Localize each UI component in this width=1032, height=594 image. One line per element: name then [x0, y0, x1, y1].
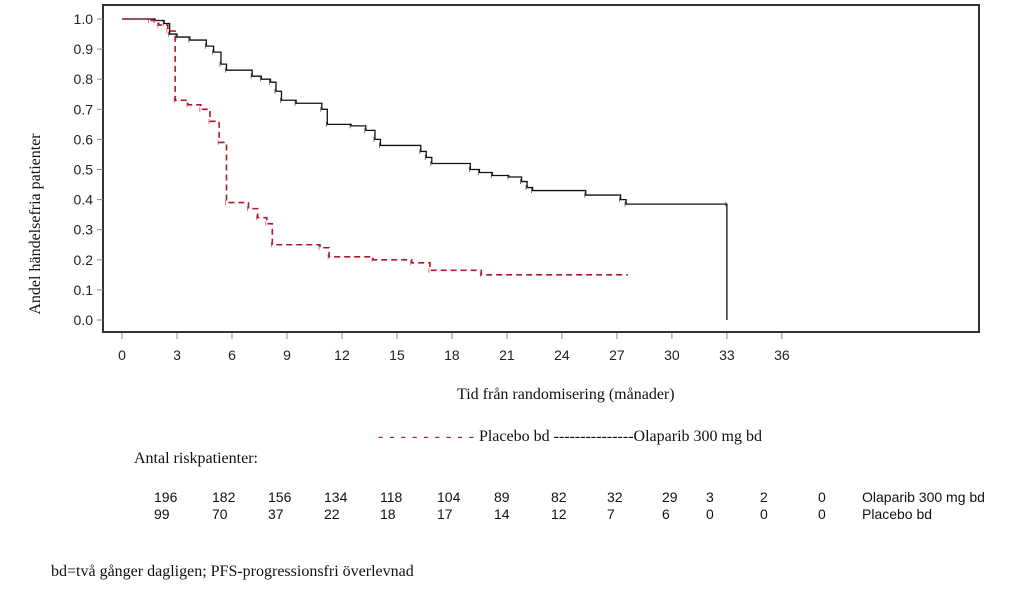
risk-row-label: Olaparib 300 mg bd: [862, 489, 985, 505]
risk-count: 22: [324, 506, 340, 522]
x-tick-label: 27: [609, 347, 625, 363]
risk-count: 17: [437, 506, 453, 522]
risk-count: 70: [212, 506, 228, 522]
risk-count: 134: [324, 489, 348, 505]
risk-count: 118: [380, 489, 403, 505]
x-tick-label: 33: [719, 347, 735, 363]
risk-count: 7: [607, 506, 615, 522]
risk-count: 0: [760, 506, 768, 522]
risk-count: 2: [760, 489, 768, 505]
olaparib-curve: [122, 18, 728, 320]
x-tick-label: 24: [554, 347, 570, 363]
footnote: bd=två gånger dagligen; PFS-progressions…: [51, 563, 414, 580]
legend-placebo-marker: - - - - - - - - -: [378, 428, 475, 445]
risk-count: 6: [662, 506, 670, 522]
risk-count: 18: [380, 506, 396, 522]
x-tick-label: 12: [334, 347, 350, 363]
x-axis-label: Tid från randomisering (månader): [457, 386, 675, 403]
y-tick-label: 0.6: [74, 131, 94, 147]
legend-olaparib-label: Olaparib 300 mg bd: [633, 428, 762, 445]
legend-olaparib-marker: ---------------: [553, 428, 634, 445]
y-tick-label: 0.2: [74, 252, 94, 268]
risk-count: 37: [268, 506, 284, 522]
risk-table-title: Antal riskpatienter:: [134, 450, 258, 467]
y-tick-label: 0.5: [74, 162, 94, 178]
risk-count: 29: [662, 489, 678, 505]
risk-count: 196: [154, 489, 178, 505]
legend-placebo-label: Placebo bd: [478, 428, 550, 445]
risk-count: 182: [212, 489, 236, 505]
y-tick-label: 0.0: [74, 312, 94, 328]
x-axis: 0 3 6 9 12 15 18 21 24 27 30 33 36: [118, 333, 790, 363]
x-tick-label: 18: [444, 347, 460, 363]
risk-row-label: Placebo bd: [862, 506, 933, 522]
x-tick-label: 3: [173, 347, 181, 363]
risk-count: 12: [551, 506, 567, 522]
curves: [122, 18, 728, 320]
risk-count: 0: [818, 489, 826, 505]
x-tick-label: 21: [499, 347, 515, 363]
risk-count: 0: [706, 506, 714, 522]
x-tick-label: 30: [664, 347, 680, 363]
risk-count: 89: [494, 489, 510, 505]
risk-count: 14: [494, 506, 510, 522]
placebo-curve: [122, 18, 628, 276]
risk-count: 104: [437, 489, 461, 505]
risk-count: 3: [706, 489, 714, 505]
x-tick-label: 0: [118, 347, 126, 363]
risk-count: 32: [607, 489, 623, 505]
plot-frame: [102, 4, 980, 333]
y-tick-label: 0.1: [74, 282, 94, 298]
risk-count: 0: [818, 506, 826, 522]
y-axis-label: Andel händelsefria patienter: [27, 133, 44, 315]
y-tick-label: 1.0: [74, 11, 94, 27]
risk-count: 156: [268, 489, 292, 505]
risk-count: 82: [551, 489, 567, 505]
legend: - - - - - - - - - Placebo bd -----------…: [378, 428, 762, 446]
y-tick-label: 0.9: [74, 41, 94, 57]
y-tick-label: 0.7: [74, 101, 94, 117]
y-tick-label: 0.8: [74, 71, 94, 87]
x-tick-label: 6: [228, 347, 236, 363]
y-tick-label: 0.3: [74, 222, 94, 238]
x-tick-label: 15: [389, 347, 405, 363]
x-tick-label: 36: [774, 347, 790, 363]
risk-count: 99: [154, 506, 170, 522]
x-tick-label: 9: [283, 347, 291, 363]
y-axis: 0.0 0.1 0.2 0.3 0.4 0.5 0.6 0.7 0.8 0.9 1.0: [74, 11, 103, 328]
y-tick-label: 0.4: [74, 192, 94, 208]
